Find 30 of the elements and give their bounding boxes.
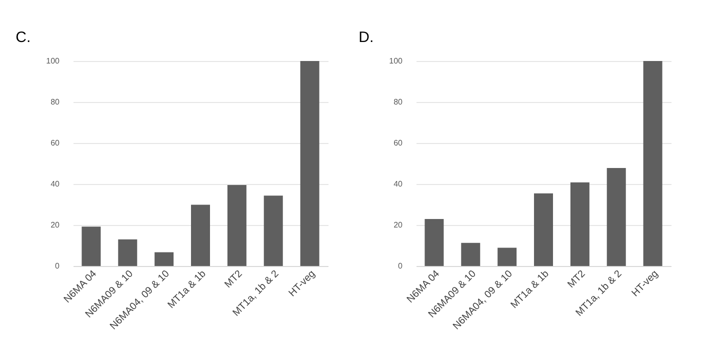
bar [461, 242, 480, 266]
bar [570, 182, 590, 266]
y-tick-label: 80 [50, 98, 60, 106]
y-tick-label: 40 [394, 180, 404, 188]
bar [227, 185, 246, 266]
y-tick-label: 60 [50, 138, 60, 148]
bar [534, 193, 553, 266]
y-tick-label: 40 [50, 180, 60, 188]
bar [82, 226, 101, 266]
bar [606, 168, 626, 266]
y-tick-label: 0 [398, 262, 404, 270]
bar [191, 204, 210, 266]
chart-title: D. [358, 29, 374, 46]
y-tick-label: 0 [55, 262, 60, 270]
bar [264, 196, 283, 266]
chart-title: C. [16, 29, 31, 46]
y-tick-label: 80 [394, 98, 404, 106]
x-tick-label: MT2 [222, 268, 246, 290]
y-tick-label: 20 [394, 220, 404, 230]
bar [424, 219, 444, 266]
y-tick-label: 60 [394, 138, 404, 148]
x-tick-label: MT2 [566, 268, 588, 290]
bar [154, 252, 174, 266]
bar [300, 61, 320, 266]
bar [118, 239, 138, 266]
y-tick-label: 20 [50, 220, 60, 230]
y-tick-label: 100 [46, 56, 60, 66]
bar [498, 248, 517, 266]
y-tick-label: 100 [389, 56, 404, 66]
bar [643, 61, 662, 266]
